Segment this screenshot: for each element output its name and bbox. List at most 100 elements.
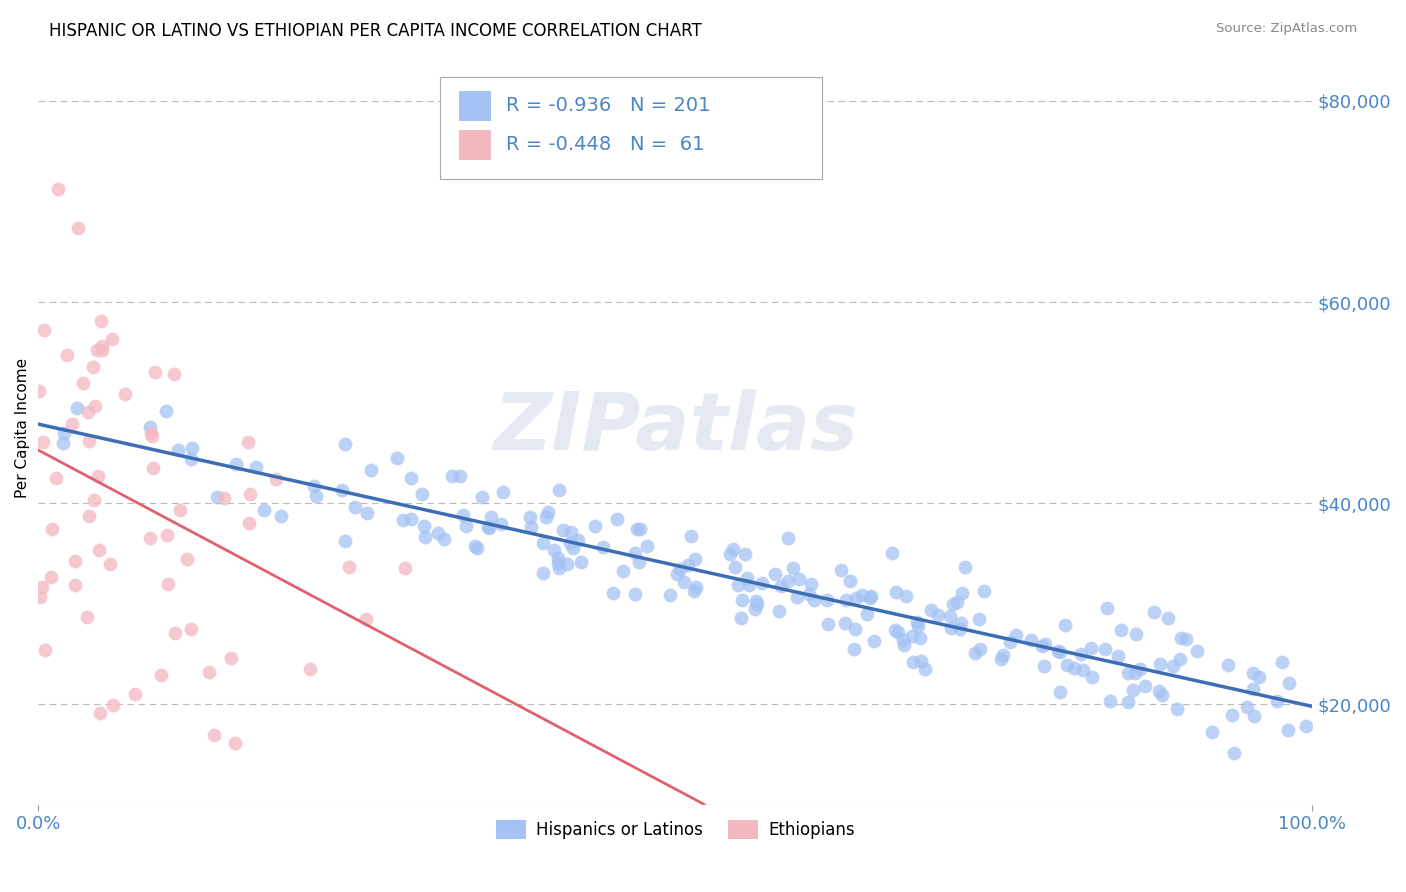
Point — [238, 516, 260, 530]
Point — [114, 386, 136, 401]
Point — [782, 561, 804, 575]
Point — [212, 491, 235, 505]
Point — [952, 586, 974, 600]
Point — [72, 376, 94, 391]
Point — [156, 528, 179, 542]
Point — [537, 505, 560, 519]
Point — [101, 698, 124, 712]
Point — [394, 560, 416, 574]
Point — [842, 642, 865, 657]
Point — [745, 597, 768, 611]
Point — [787, 572, 810, 586]
Point — [763, 567, 786, 582]
Point — [236, 434, 259, 449]
Point — [1166, 702, 1188, 716]
Point — [1118, 694, 1140, 708]
Point — [330, 483, 353, 497]
Point — [46, 182, 69, 196]
Point — [583, 519, 606, 533]
Point — [547, 483, 569, 497]
Point — [1220, 708, 1243, 723]
Point — [181, 441, 204, 455]
Point — [908, 631, 931, 645]
Point — [730, 593, 752, 607]
Point — [845, 591, 868, 606]
Point — [1053, 618, 1076, 632]
Point — [884, 623, 907, 637]
Point — [165, 626, 187, 640]
Point — [399, 512, 422, 526]
Point — [672, 575, 695, 590]
Point — [624, 546, 647, 560]
Point — [626, 522, 648, 536]
Point — [87, 469, 110, 483]
Point — [77, 434, 100, 448]
Point — [914, 662, 936, 676]
Point — [592, 540, 614, 554]
Point — [1094, 641, 1116, 656]
Point — [411, 487, 433, 501]
Point — [337, 560, 360, 574]
Point — [1201, 725, 1223, 739]
FancyBboxPatch shape — [458, 130, 491, 160]
Point — [1157, 611, 1180, 625]
Point — [205, 490, 228, 504]
Point — [1241, 682, 1264, 697]
Point — [942, 597, 965, 611]
Point — [858, 591, 880, 605]
Point — [344, 500, 367, 515]
Point — [1265, 694, 1288, 708]
Point — [1295, 719, 1317, 733]
Point — [1149, 657, 1171, 671]
Point — [543, 543, 565, 558]
Point — [139, 425, 162, 440]
Point — [803, 592, 825, 607]
Point — [32, 322, 55, 336]
Point — [180, 622, 202, 636]
Point — [156, 576, 179, 591]
Point — [1147, 683, 1170, 698]
Point — [478, 521, 501, 535]
Point — [489, 516, 512, 531]
FancyBboxPatch shape — [458, 91, 491, 120]
Point — [893, 632, 915, 647]
Point — [143, 365, 166, 379]
Point — [1071, 663, 1094, 677]
Point — [65, 554, 87, 568]
Point — [838, 574, 860, 589]
Point — [1035, 636, 1057, 650]
Point — [1033, 659, 1056, 673]
Point — [519, 510, 541, 524]
Point — [884, 585, 907, 599]
Point — [1170, 631, 1192, 645]
Point — [834, 616, 856, 631]
Point — [815, 593, 838, 607]
Legend: Hispanics or Latinos, Ethiopians: Hispanics or Latinos, Ethiopians — [489, 814, 862, 846]
Point — [683, 551, 706, 566]
Point — [141, 429, 163, 443]
Point — [492, 484, 515, 499]
Point — [464, 539, 486, 553]
Point — [534, 510, 557, 524]
Point — [817, 617, 839, 632]
Point — [636, 539, 658, 553]
Point — [1278, 675, 1301, 690]
Point — [624, 587, 647, 601]
Point — [264, 472, 287, 486]
Point — [82, 359, 104, 374]
Point — [456, 519, 478, 533]
Point — [531, 535, 554, 549]
Point — [41, 522, 63, 536]
Point — [973, 584, 995, 599]
Point — [727, 578, 749, 592]
Point — [834, 593, 856, 607]
Point — [426, 526, 449, 541]
Point — [465, 541, 488, 555]
Point — [1161, 658, 1184, 673]
Point — [627, 555, 650, 569]
Point — [953, 559, 976, 574]
Point — [685, 580, 707, 594]
Point — [856, 607, 879, 621]
Point — [77, 405, 100, 419]
Point — [31, 580, 53, 594]
